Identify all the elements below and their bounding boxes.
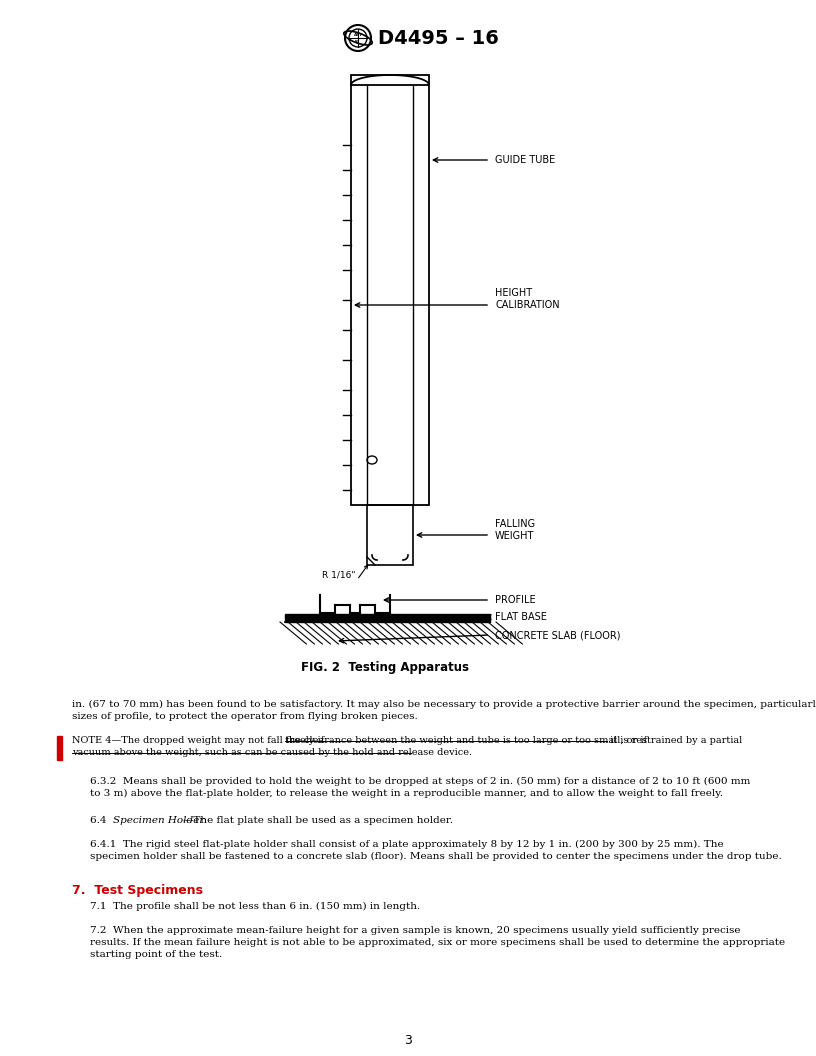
Text: 3: 3	[404, 1034, 412, 1046]
Text: Specimen Holder: Specimen Holder	[113, 816, 205, 825]
Text: AST: AST	[354, 33, 363, 37]
Text: in. (67 to 70 mm) has been found to be satisfactory. It may also be necessary to: in. (67 to 70 mm) has been found to be s…	[72, 700, 816, 710]
Text: FIG. 2  Testing Apparatus: FIG. 2 Testing Apparatus	[301, 661, 469, 675]
Bar	[285, 614, 490, 622]
Text: 7.2  When the approximate mean-failure height for a given sample is known, 20 sp: 7.2 When the approximate mean-failure he…	[90, 926, 740, 935]
Text: to 3 m) above the flat-plate holder, to release the weight in a reproducible man: to 3 m) above the flat-plate holder, to …	[90, 789, 723, 798]
Text: HEIGHT
CALIBRATION: HEIGHT CALIBRATION	[495, 288, 560, 310]
Bar	[351, 75, 429, 505]
Text: D4495 – 16: D4495 – 16	[378, 29, 499, 48]
Bar	[57, 736, 62, 760]
Text: starting point of the test.: starting point of the test.	[90, 950, 222, 959]
Text: —The flat plate shall be used as a specimen holder.: —The flat plate shall be used as a speci…	[184, 816, 453, 825]
Text: sizes of profile, to protect the operator from flying broken pieces.: sizes of profile, to protect the operato…	[72, 712, 418, 721]
Text: 6.4: 6.4	[90, 816, 113, 825]
Text: 7.1  The profile shall be not less than 6 in. (150 mm) in length.: 7.1 The profile shall be not less than 6…	[90, 902, 420, 911]
Text: 6.3.2  Means shall be provided to hold the weight to be dropped at steps of 2 in: 6.3.2 Means shall be provided to hold th…	[90, 777, 751, 786]
Text: 6.4.1  The rigid steel flat-plate holder shall consist of a plate approximately : 6.4.1 The rigid steel flat-plate holder …	[90, 840, 724, 849]
Text: 7.  Test Specimens: 7. Test Specimens	[72, 884, 203, 897]
Text: FALLING
WEIGHT: FALLING WEIGHT	[495, 518, 535, 541]
Text: M: M	[355, 40, 359, 44]
Bar	[367, 505, 413, 565]
Text: PROFILE: PROFILE	[495, 595, 535, 605]
Text: R 1/16": R 1/16"	[322, 570, 356, 580]
Text: specimen holder shall be fastened to a concrete slab (floor). Means shall be pro: specimen holder shall be fastened to a c…	[90, 852, 782, 861]
Text: the clearance between the weight and tube is too large or too small, or if: the clearance between the weight and tub…	[285, 736, 647, 744]
Text: results. If the mean failure height is not able to be approximated, six or more : results. If the mean failure height is n…	[90, 938, 785, 947]
Text: it is restrained by a partial: it is restrained by a partial	[607, 736, 743, 744]
Text: vacuum above the weight, such as can be caused by the hold and release device.: vacuum above the weight, such as can be …	[72, 748, 472, 757]
Text: NOTE 4—The dropped weight may not fall freely if: NOTE 4—The dropped weight may not fall f…	[72, 736, 327, 744]
Text: FLAT BASE: FLAT BASE	[495, 612, 547, 622]
Text: CONCRETE SLAB (FLOOR): CONCRETE SLAB (FLOOR)	[495, 630, 620, 640]
Text: GUIDE TUBE: GUIDE TUBE	[495, 155, 555, 165]
